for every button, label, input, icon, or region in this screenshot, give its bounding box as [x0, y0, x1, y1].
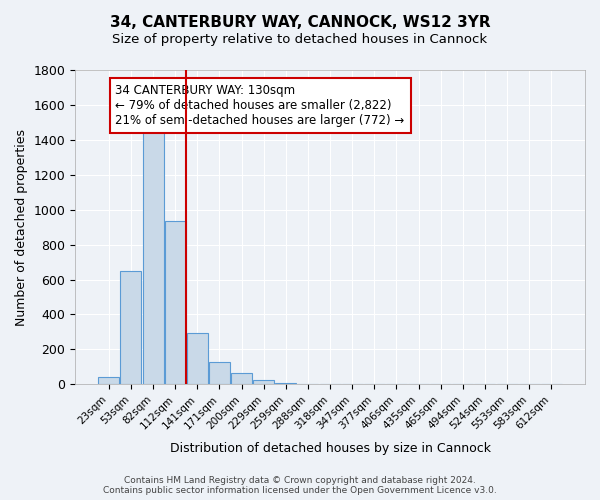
- Text: 34, CANTERBURY WAY, CANNOCK, WS12 3YR: 34, CANTERBURY WAY, CANNOCK, WS12 3YR: [110, 15, 490, 30]
- Bar: [98, 378, 119, 384]
- Text: 34 CANTERBURY WAY: 130sqm
← 79% of detached houses are smaller (2,822)
21% of se: 34 CANTERBURY WAY: 130sqm ← 79% of detac…: [115, 84, 405, 127]
- Bar: [253, 380, 274, 384]
- Bar: [143, 128, 164, 384]
- Y-axis label: Number of detached properties: Number of detached properties: [15, 128, 28, 326]
- Text: Contains HM Land Registry data © Crown copyright and database right 2024.
Contai: Contains HM Land Registry data © Crown c…: [103, 476, 497, 495]
- Bar: [121, 271, 142, 384]
- Bar: [209, 362, 230, 384]
- X-axis label: Distribution of detached houses by size in Cannock: Distribution of detached houses by size …: [170, 442, 491, 455]
- Bar: [275, 382, 296, 384]
- Text: Size of property relative to detached houses in Cannock: Size of property relative to detached ho…: [112, 32, 488, 46]
- Bar: [231, 373, 252, 384]
- Bar: [187, 333, 208, 384]
- Bar: [164, 221, 186, 384]
